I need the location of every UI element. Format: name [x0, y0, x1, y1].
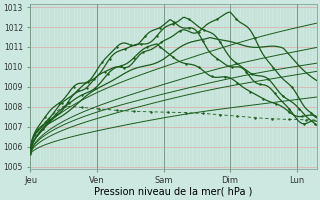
- X-axis label: Pression niveau de la mer( hPa ): Pression niveau de la mer( hPa ): [94, 187, 253, 197]
